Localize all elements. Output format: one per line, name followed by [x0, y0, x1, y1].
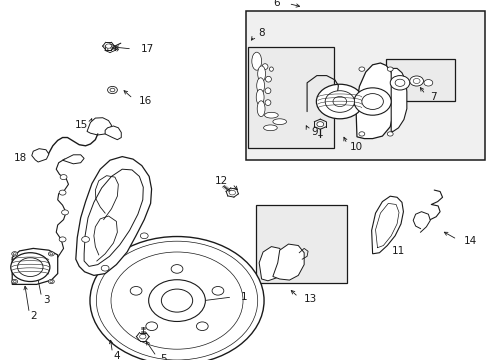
Circle shape: [90, 237, 264, 360]
Polygon shape: [12, 248, 58, 284]
Polygon shape: [87, 118, 111, 135]
Circle shape: [101, 265, 109, 271]
Circle shape: [140, 233, 148, 239]
Circle shape: [60, 175, 67, 180]
Ellipse shape: [264, 100, 270, 105]
Ellipse shape: [263, 125, 277, 131]
Text: 5: 5: [160, 354, 167, 360]
Circle shape: [11, 253, 50, 282]
Bar: [256, 205, 346, 283]
Polygon shape: [355, 63, 393, 139]
Circle shape: [48, 252, 54, 256]
Circle shape: [389, 76, 409, 90]
Circle shape: [50, 280, 53, 283]
Circle shape: [412, 78, 419, 84]
Circle shape: [145, 322, 157, 330]
Polygon shape: [84, 169, 143, 266]
Text: 8: 8: [258, 28, 264, 39]
Text: 18: 18: [14, 153, 27, 163]
Ellipse shape: [251, 52, 261, 70]
Polygon shape: [32, 149, 49, 162]
Circle shape: [96, 241, 257, 360]
Circle shape: [18, 258, 43, 276]
Circle shape: [394, 79, 404, 86]
Polygon shape: [76, 157, 151, 275]
Circle shape: [50, 253, 53, 255]
Circle shape: [105, 44, 111, 48]
Text: 6: 6: [273, 0, 280, 8]
Circle shape: [171, 265, 183, 273]
Bar: [386, 59, 454, 101]
Circle shape: [332, 96, 346, 107]
Text: 3: 3: [43, 295, 49, 305]
Circle shape: [148, 280, 205, 321]
Circle shape: [358, 132, 364, 136]
Text: 15: 15: [75, 120, 88, 130]
Text: 4: 4: [113, 351, 120, 360]
Text: 7: 7: [429, 92, 435, 102]
Circle shape: [111, 252, 243, 349]
Circle shape: [13, 280, 16, 283]
Circle shape: [13, 253, 16, 255]
Ellipse shape: [265, 76, 271, 82]
Circle shape: [107, 46, 113, 50]
Ellipse shape: [262, 64, 267, 69]
Text: 9: 9: [310, 127, 317, 137]
Ellipse shape: [256, 78, 264, 94]
Text: 1: 1: [241, 292, 247, 302]
Circle shape: [59, 237, 66, 242]
Ellipse shape: [264, 88, 270, 94]
Ellipse shape: [256, 89, 264, 105]
Circle shape: [81, 237, 89, 242]
Bar: [246, 11, 484, 160]
Ellipse shape: [264, 112, 278, 118]
Circle shape: [409, 76, 423, 86]
Polygon shape: [105, 126, 121, 140]
Polygon shape: [272, 244, 304, 280]
Circle shape: [61, 210, 68, 215]
Circle shape: [48, 279, 54, 284]
Circle shape: [130, 287, 142, 295]
Text: 11: 11: [391, 246, 404, 256]
Bar: [248, 47, 333, 148]
Text: 16: 16: [138, 96, 152, 106]
Circle shape: [316, 122, 323, 127]
Circle shape: [353, 88, 390, 115]
Circle shape: [358, 67, 364, 71]
Ellipse shape: [272, 119, 286, 125]
Text: 10: 10: [349, 142, 363, 152]
Polygon shape: [390, 68, 406, 131]
Circle shape: [161, 289, 192, 312]
Circle shape: [212, 287, 224, 295]
Circle shape: [107, 86, 117, 94]
Circle shape: [228, 190, 235, 195]
Text: 12: 12: [214, 176, 227, 186]
Ellipse shape: [269, 67, 273, 71]
Circle shape: [361, 94, 383, 109]
Circle shape: [110, 88, 115, 92]
Circle shape: [12, 252, 18, 256]
Circle shape: [325, 91, 354, 112]
Circle shape: [316, 84, 363, 119]
Circle shape: [196, 322, 208, 330]
Text: 2: 2: [30, 311, 37, 321]
Ellipse shape: [257, 101, 264, 117]
Circle shape: [59, 190, 66, 195]
Text: 17: 17: [141, 44, 154, 54]
Circle shape: [12, 279, 18, 284]
Text: 13: 13: [303, 294, 316, 304]
Polygon shape: [259, 247, 283, 281]
Polygon shape: [62, 155, 84, 164]
Circle shape: [386, 67, 392, 71]
Text: 14: 14: [463, 236, 476, 246]
Circle shape: [386, 132, 392, 136]
Circle shape: [140, 334, 146, 339]
Ellipse shape: [257, 66, 265, 82]
Circle shape: [423, 80, 432, 86]
Polygon shape: [371, 196, 403, 254]
